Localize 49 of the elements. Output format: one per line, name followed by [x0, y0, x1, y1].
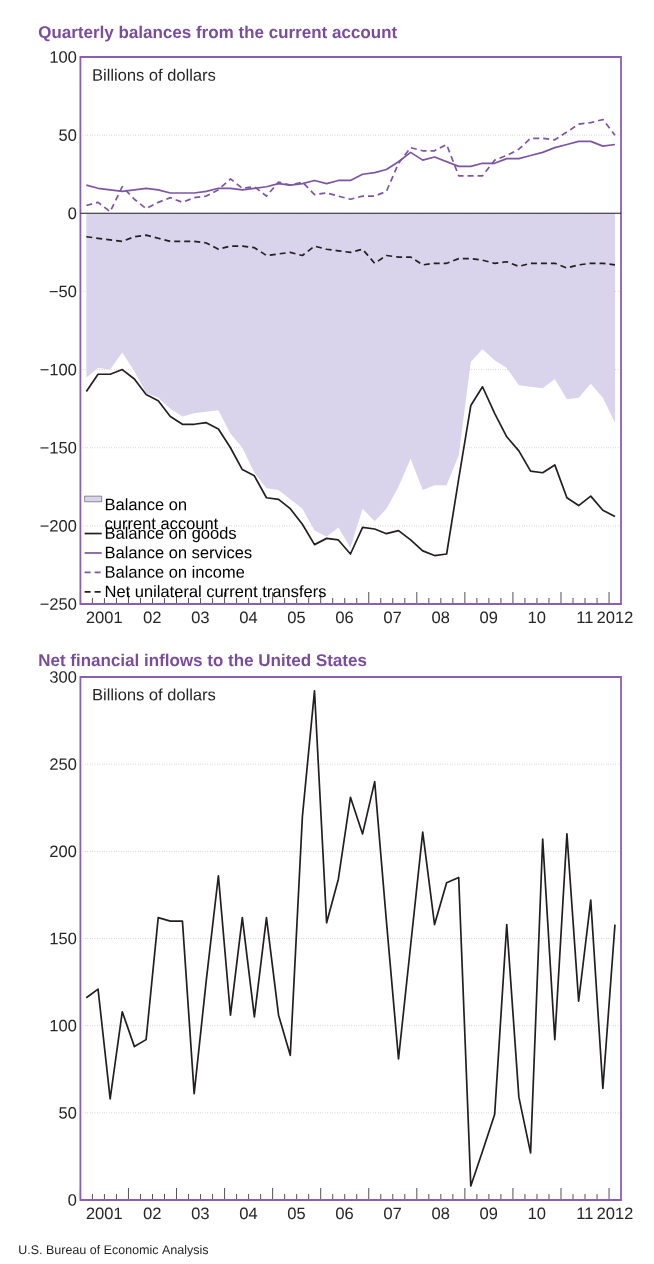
y-tick-label: −250	[40, 598, 77, 610]
line-series	[85, 690, 616, 1187]
x-tick-label: 11	[577, 1207, 593, 1219]
x-tick-label: 08	[432, 1207, 450, 1220]
chart-title: Net financial inflows to the United States	[39, 653, 367, 667]
y-tick-label: 50	[59, 1107, 77, 1119]
legend-label: Balance on income	[105, 565, 245, 578]
chart-title: Quarterly balances from the current account	[38, 25, 397, 42]
x-tick-label: 07	[384, 1207, 401, 1220]
y-tick-label: 200	[50, 845, 77, 858]
x-tick-label: 02	[143, 1207, 161, 1220]
y-axis-title: Billions of dollars	[93, 688, 216, 701]
y-tick-label: 50	[59, 129, 77, 141]
x-tick-label: 05	[287, 611, 305, 624]
legend-label: Net unilateral current transfers	[105, 585, 326, 598]
legend-label: Balance on services	[105, 546, 252, 559]
x-tick-label: 11	[577, 611, 593, 623]
y-tick-label: −50	[49, 285, 77, 298]
line-series	[85, 368, 616, 557]
y-tick-label: 0	[68, 1194, 77, 1206]
y-tick-label: −150	[40, 441, 77, 454]
y-tick-label: 100	[50, 1019, 77, 1032]
x-tick-label: 10	[528, 1207, 546, 1220]
x-tick-label: 10	[528, 611, 546, 624]
x-tick-label: 07	[384, 611, 401, 624]
x-tick-label: 2001	[86, 611, 122, 624]
y-tick-label: 250	[50, 758, 77, 771]
y-tick-label: 150	[50, 932, 77, 945]
x-tick-label: 09	[480, 1207, 498, 1220]
x-tick-label: 2012	[597, 1207, 633, 1220]
x-tick-label: 09	[480, 611, 498, 624]
y-tick-label: 300	[49, 671, 77, 683]
x-tick-label: 04	[239, 611, 258, 624]
x-tick-label: 06	[336, 1207, 353, 1220]
y-axis-title: Billions of dollars	[93, 68, 216, 81]
y-tick-label: −100	[40, 363, 77, 376]
x-tick-label: 2012	[597, 611, 633, 624]
x-tick-label: 03	[191, 1207, 209, 1220]
y-tick-label: −200	[40, 520, 77, 532]
x-tick-label: 05	[287, 1207, 305, 1220]
x-tick-label: 03	[191, 611, 209, 624]
x-tick-label: 08	[432, 611, 450, 624]
x-tick-label: 02	[143, 611, 161, 624]
y-tick-label: 100	[50, 51, 77, 63]
x-tick-label: 06	[336, 611, 353, 624]
x-tick-label: 2001	[86, 1207, 122, 1220]
text: U.S. Bureau of Economic Analysis	[19, 1244, 209, 1257]
y-tick-label: 0	[68, 207, 77, 220]
x-tick-label: 04	[239, 1207, 258, 1220]
